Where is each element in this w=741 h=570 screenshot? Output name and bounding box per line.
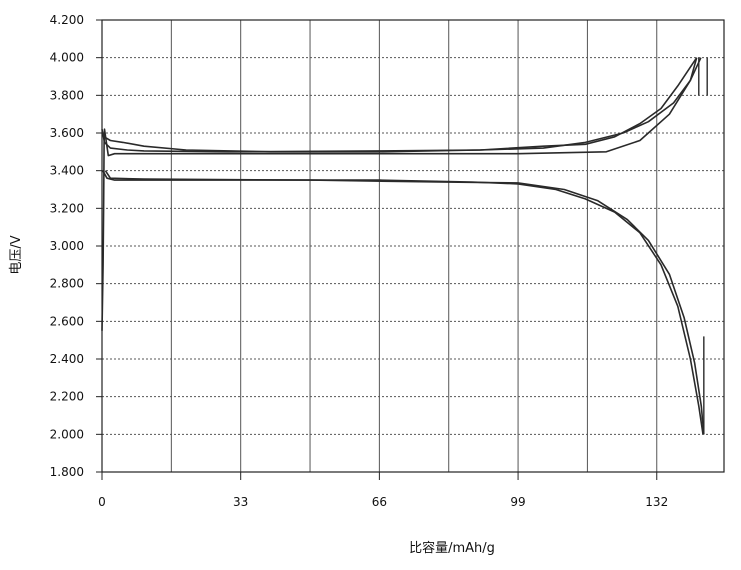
y-tick-label: 1.800 (50, 465, 84, 479)
y-tick-label: 3.600 (50, 126, 84, 140)
y-axis-ticks: 1.800 2.000 2.200 2.400 2.600 2.800 3.000 3.200… (50, 13, 102, 479)
y-tick-label: 3.800 (50, 88, 84, 102)
x-axis-ticks: 0 33 66 99 132 (98, 472, 668, 509)
x-tick-label: 66 (372, 495, 387, 509)
x-tick-label: 0 (98, 495, 106, 509)
x-tick-label: 99 (510, 495, 525, 509)
y-tick-label: 4.200 (50, 13, 84, 27)
x-axis-label: 比容量/mAh/g (409, 540, 495, 556)
y-tick-label: 2.400 (50, 352, 84, 366)
series-line-5 (102, 58, 697, 331)
y-tick-label: 3.400 (50, 164, 84, 178)
series-line-4 (105, 171, 703, 435)
y-tick-label: 2.600 (50, 314, 84, 328)
y-tick-label: 2.000 (50, 427, 84, 441)
grid-lines (102, 20, 724, 472)
x-tick-label: 132 (645, 495, 668, 509)
x-tick-label: 33 (233, 495, 248, 509)
y-tick-label: 4.000 (50, 51, 84, 65)
y-tick-label: 2.800 (50, 277, 84, 291)
y-axis-label: 电压/V (9, 235, 24, 274)
y-tick-label: 3.200 (50, 201, 84, 215)
y-tick-label: 2.200 (50, 390, 84, 404)
y-tick-label: 3.000 (50, 239, 84, 253)
